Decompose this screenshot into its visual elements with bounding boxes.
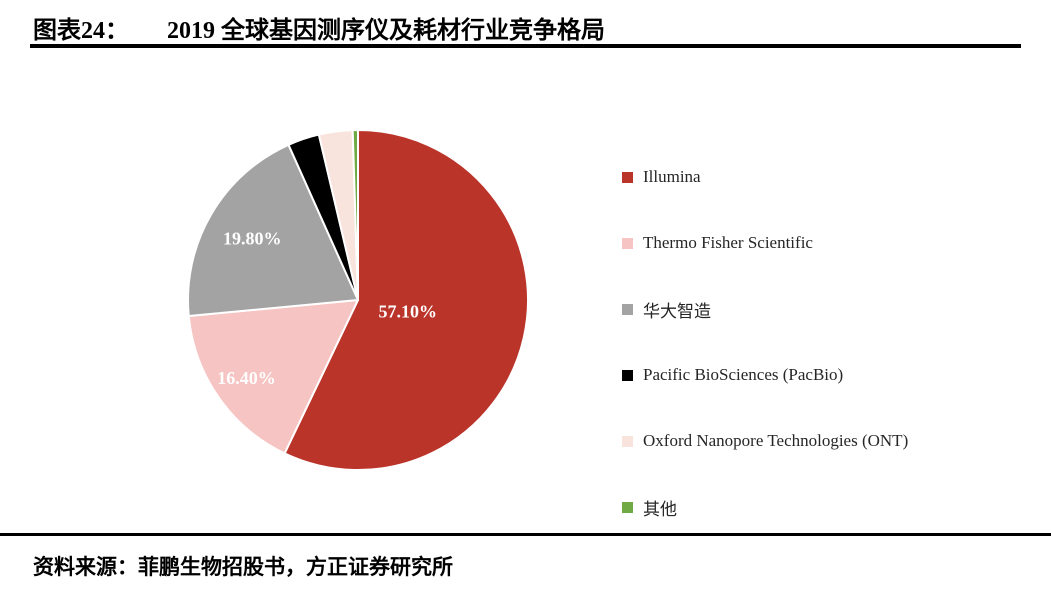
title-divider-rule (30, 44, 1021, 48)
chart-title-row: 图表24： 2019 全球基因测序仪及耗材行业竞争格局 (33, 10, 605, 45)
chart-title: 2019 全球基因测序仪及耗材行业竞争格局 (167, 18, 605, 44)
legend-label: Illumina (643, 167, 701, 186)
legend-swatch-icon (622, 369, 633, 381)
legend-label: Oxford Nanopore Technologies (ONT) (643, 431, 909, 450)
pie-slice-label-2: 19.80% (223, 228, 282, 248)
footer-divider-rule (0, 533, 1051, 536)
legend-item-3: Pacific BioSciences (PacBio) (622, 342, 1022, 408)
pie-chart: 57.10% 16.40% 19.80% (187, 129, 529, 471)
pie-slice-0 (283, 129, 529, 471)
legend-swatch-icon (622, 501, 633, 513)
pie-slice-5 (351, 129, 359, 301)
pie-slice-label-1: 16.40% (217, 368, 276, 388)
legend-item-5: 其他 (622, 474, 1022, 540)
pie-slice-label-0: 57.10% (378, 301, 437, 321)
chart-index-label: 图表24： (33, 18, 129, 44)
legend-item-4: Oxford Nanopore Technologies (ONT) (622, 408, 1022, 474)
legend-swatch-icon (622, 303, 633, 315)
pie-slice-2 (187, 143, 359, 317)
legend-swatch-icon (622, 237, 633, 249)
legend-item-0: Illumina (622, 144, 1022, 210)
legend-swatch-icon (622, 171, 633, 183)
pie-slice-1 (187, 299, 359, 455)
legend-item-2: 华大智造 (622, 276, 1022, 342)
legend-swatch-icon (622, 435, 633, 447)
legend-label: Pacific BioSciences (PacBio) (643, 365, 844, 384)
legend: Illumina Thermo Fisher Scientific 华大智造 Paci… (622, 144, 1022, 540)
pie-chart-container: 57.10% 16.40% 19.80% (168, 110, 548, 490)
legend-item-1: Thermo Fisher Scientific (622, 210, 1022, 276)
source-note: 资料来源：菲鹏生物招股书，方正证券研究所 (33, 555, 453, 579)
legend-label: 华大智造 (643, 301, 711, 321)
legend-label: Thermo Fisher Scientific (643, 233, 813, 252)
legend-label: 其他 (643, 499, 677, 519)
